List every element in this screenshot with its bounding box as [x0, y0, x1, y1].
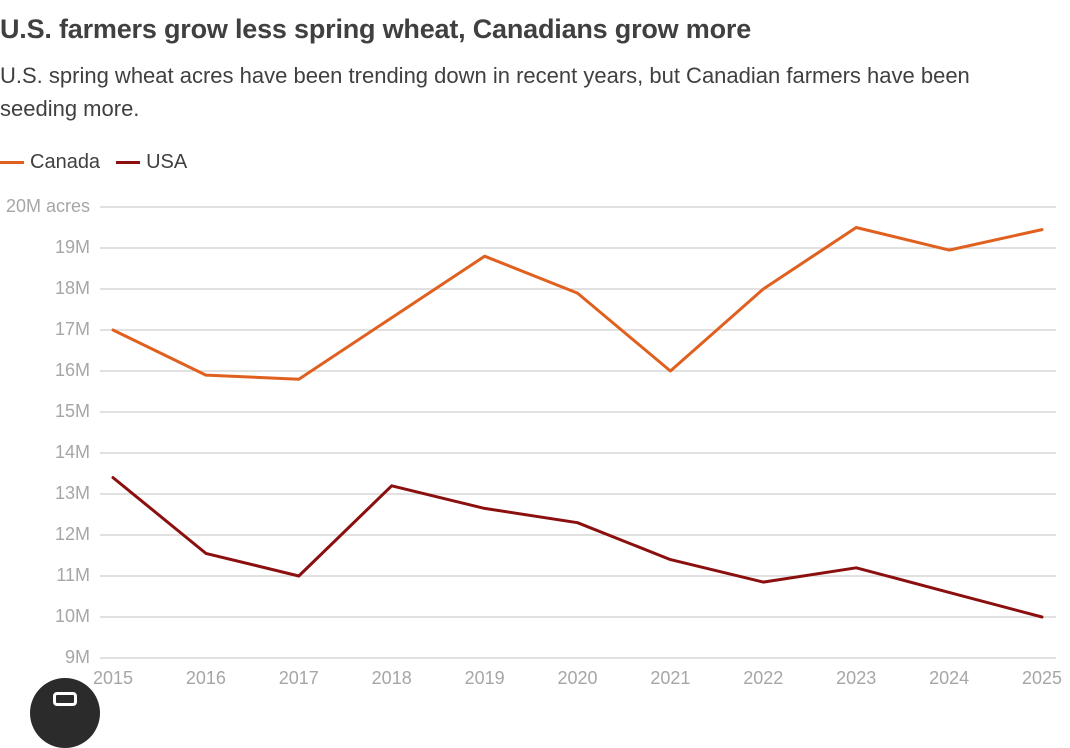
camera-button[interactable] [30, 678, 100, 748]
series-line-usa [113, 478, 1042, 617]
legend: Canada USA [0, 148, 203, 176]
y-tick-label: 11M [56, 565, 90, 585]
y-tick-label: 19M [55, 237, 90, 257]
x-axis-ticks: 2015 2016 2017 2018 2019 2020 2021 2022 2023 2024… [93, 668, 1062, 688]
legend-swatch-canada [0, 161, 24, 164]
x-tick-label: 2025 [1022, 668, 1062, 688]
x-tick-label: 2020 [557, 668, 597, 688]
legend-item-usa: USA [116, 151, 187, 174]
y-tick-label: 13M [55, 483, 90, 503]
gridlines [100, 207, 1056, 658]
y-tick-label: 14M [55, 442, 90, 462]
x-tick-label: 2024 [929, 668, 969, 688]
x-tick-label: 2021 [650, 668, 690, 688]
legend-swatch-usa [116, 161, 140, 164]
series-lines [113, 227, 1042, 617]
chart-subtitle: U.S. spring wheat acres have been trendi… [0, 59, 1040, 125]
x-tick-label: 2015 [93, 668, 133, 688]
x-tick-label: 2018 [372, 668, 412, 688]
legend-item-canada: Canada [0, 151, 100, 174]
x-tick-label: 2022 [743, 668, 783, 688]
y-tick-label: 9M [65, 647, 90, 667]
y-tick-label: 20M acres [6, 196, 90, 216]
camera-icon [53, 692, 77, 706]
x-tick-label: 2016 [186, 668, 226, 688]
y-tick-label: 15M [55, 401, 90, 421]
series-line-canada [113, 228, 1042, 380]
y-axis-ticks: 9M 10M 11M 12M 13M 14M 15M 16M 17M 18M 19M 20M acre… [6, 196, 90, 667]
x-tick-label: 2017 [279, 668, 319, 688]
y-tick-label: 16M [55, 360, 90, 380]
y-tick-label: 17M [55, 319, 90, 339]
legend-label-usa: USA [146, 151, 187, 174]
x-tick-label: 2019 [465, 668, 505, 688]
chart-title: U.S. farmers grow less spring wheat, Can… [0, 14, 1060, 45]
legend-label-canada: Canada [30, 151, 100, 174]
x-tick-label: 2023 [836, 668, 876, 688]
y-tick-label: 12M [55, 524, 90, 544]
y-tick-label: 10M [55, 606, 90, 626]
y-tick-label: 18M [55, 278, 90, 298]
line-chart: 9M 10M 11M 12M 13M 14M 15M 16M 17M 18M 19M 20M acre… [0, 190, 1070, 708]
